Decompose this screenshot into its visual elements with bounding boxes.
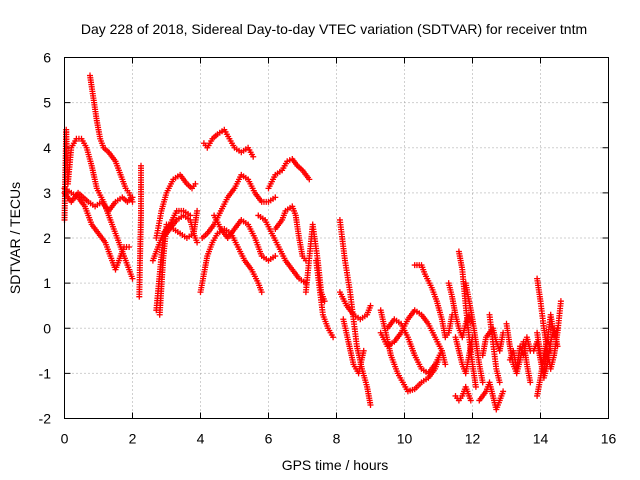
data-point bbox=[496, 379, 503, 386]
x-axis-label: GPS time / hours bbox=[282, 457, 389, 473]
x-tick-label: 4 bbox=[197, 431, 205, 447]
x-tick-label: 0 bbox=[61, 431, 69, 447]
data-point bbox=[367, 401, 374, 408]
data-point bbox=[438, 347, 445, 354]
y-tick-label: 6 bbox=[43, 50, 51, 66]
x-tick-label: 6 bbox=[265, 431, 273, 447]
x-tick-label: 8 bbox=[333, 431, 341, 447]
data-point bbox=[306, 176, 313, 183]
data-point bbox=[250, 153, 257, 160]
data-point bbox=[330, 334, 337, 341]
data-point bbox=[194, 239, 201, 246]
data-point bbox=[129, 198, 136, 205]
y-tick-label: -2 bbox=[39, 411, 52, 427]
data-point bbox=[129, 275, 136, 282]
data-point bbox=[192, 180, 199, 187]
data-point bbox=[272, 194, 279, 201]
x-tick-label: 2 bbox=[129, 431, 137, 447]
data-point bbox=[500, 388, 507, 395]
data-point bbox=[527, 379, 534, 386]
data-point bbox=[126, 244, 133, 251]
x-tick-label: 10 bbox=[397, 431, 413, 447]
data-point bbox=[360, 347, 367, 354]
data-point bbox=[321, 298, 328, 305]
chart-title: Day 228 of 2018, Sidereal Day-to-day VTE… bbox=[81, 21, 587, 37]
data-point bbox=[258, 289, 265, 296]
y-tick-label: 1 bbox=[43, 275, 51, 291]
data-point bbox=[467, 397, 474, 404]
x-tick-label: 14 bbox=[533, 431, 549, 447]
data-series-sdtvar bbox=[61, 72, 564, 413]
y-tick-label: -1 bbox=[39, 365, 52, 381]
data-point bbox=[472, 383, 479, 390]
y-axis-label: SDTVAR / TECUs bbox=[7, 182, 23, 294]
y-tick-label: 3 bbox=[43, 185, 51, 201]
data-point bbox=[442, 361, 449, 368]
plot-frame bbox=[64, 57, 609, 419]
data-point bbox=[479, 379, 486, 386]
data-point bbox=[554, 343, 561, 350]
y-tick-labels: -2 -1 0 1 2 3 4 5 6 bbox=[39, 50, 52, 427]
data-point bbox=[554, 325, 561, 332]
data-point bbox=[469, 334, 476, 341]
data-point bbox=[187, 212, 194, 219]
x-tick-label: 12 bbox=[465, 431, 481, 447]
x-tick-labels: 0 2 4 6 8 10 12 14 16 bbox=[61, 431, 617, 447]
data-point bbox=[138, 162, 144, 169]
data-point bbox=[547, 347, 554, 354]
y-tick-label: 0 bbox=[43, 320, 51, 336]
data-point bbox=[272, 253, 279, 260]
data-point bbox=[367, 302, 374, 309]
y-tick-label: 5 bbox=[43, 95, 51, 111]
x-tick-label: 16 bbox=[601, 431, 617, 447]
y-tick-label: 2 bbox=[43, 230, 51, 246]
y-tick-label: 4 bbox=[43, 140, 51, 156]
data-point bbox=[194, 207, 201, 214]
data-point bbox=[557, 298, 564, 305]
